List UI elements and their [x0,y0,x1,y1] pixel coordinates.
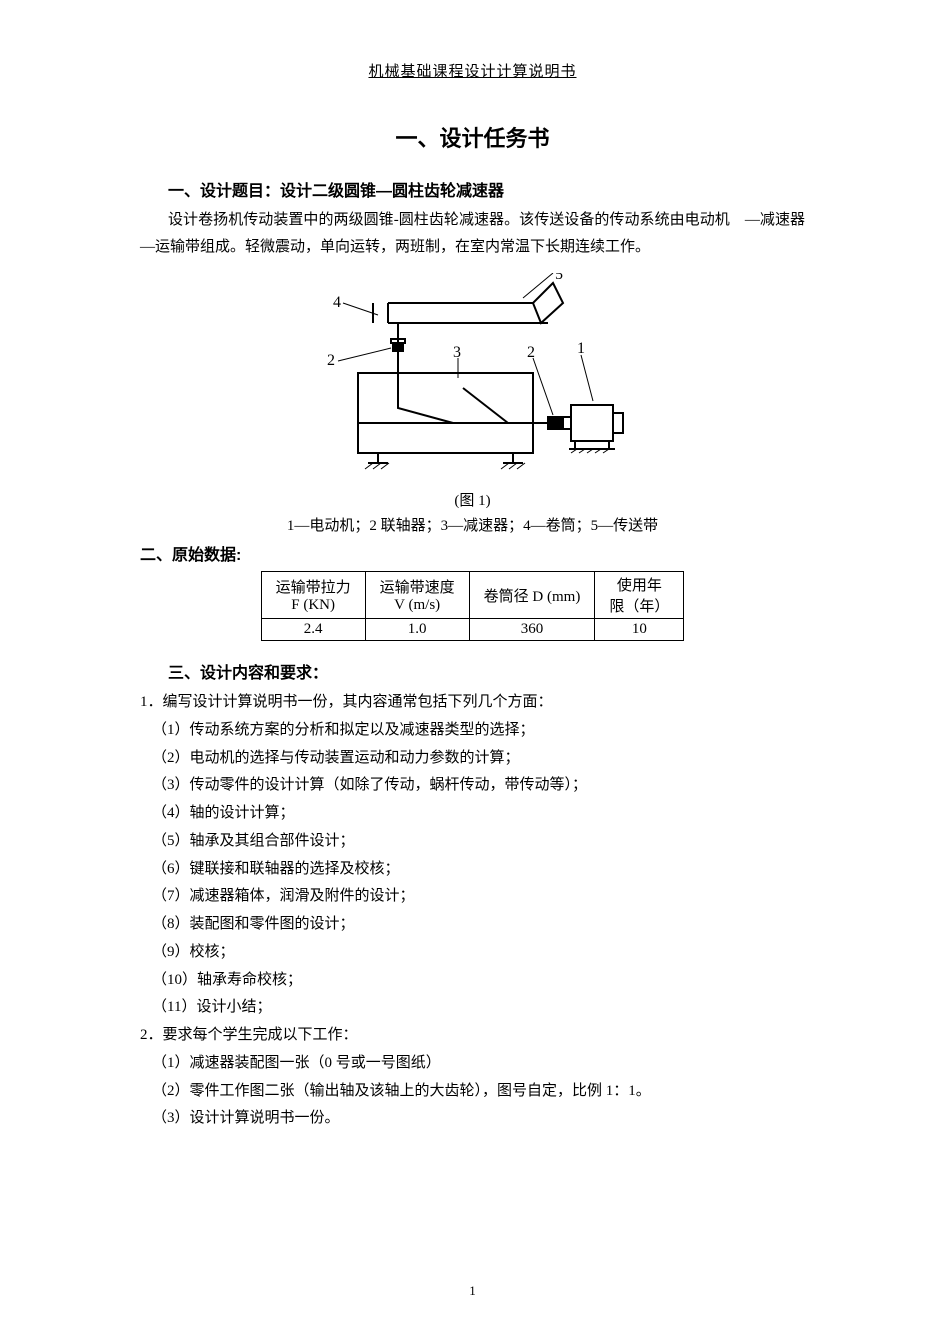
list-item: （3）设计计算说明书一份。 [140,1105,805,1133]
label-1: 1 [577,340,585,357]
list-1-intro: 1．编写设计计算说明书一份，其内容通常包括下列几个方面： [140,689,805,717]
col-header-diameter: 卷筒径 D (mm) [469,572,595,619]
list-item: （9）校核； [140,939,805,967]
figure-1: 5 4 2 3 2 1 [140,273,805,483]
cell-force: 2.4 [261,619,365,641]
list-item: （3）传动零件的设计计算（如除了传动，蜗杆传动，带传动等）； [140,772,805,800]
list-2-intro: 2．要求每个学生完成以下工作： [140,1022,805,1050]
list-item: （8）装配图和零件图的设计； [140,911,805,939]
page-number: 1 [0,1283,945,1299]
list-item: （2）零件工作图二张（输出轴及该轴上的大齿轮），图号自定，比例 1：1。 [140,1078,805,1106]
data-table: 运输带拉力 F (KN) 运输带速度 V (m/s) 卷筒径 D (mm) 使用… [261,571,685,641]
intro-paragraph: 设计卷扬机传动装置中的两级圆锥-圆柱齿轮减速器。该传送设备的传动系统由电动机 —… [140,207,805,261]
cell-diameter: 360 [469,619,595,641]
list-item: （2）电动机的选择与传动装置运动和动力参数的计算； [140,745,805,773]
main-title: 一、设计任务书 [140,121,805,153]
requirements-list: 1．编写设计计算说明书一份，其内容通常包括下列几个方面： （1）传动系统方案的分… [140,689,805,1133]
list-item: （10）轴承寿命校核； [140,967,805,995]
col-header-years: 使用年 限（年） [595,572,684,619]
figure-caption: (图 1) [140,489,805,510]
label-4: 4 [333,294,341,311]
section-2-heading: 二、原始数据: [140,541,805,565]
label-2-right: 2 [527,344,535,361]
section-3-heading: 三、设计内容和要求： [140,659,805,683]
label-3: 3 [453,344,461,361]
table-header-row: 运输带拉力 F (KN) 运输带速度 V (m/s) 卷筒径 D (mm) 使用… [261,572,684,619]
list-item: （1）传动系统方案的分析和拟定以及减速器类型的选择； [140,717,805,745]
col-header-speed: 运输带速度 V (m/s) [365,572,469,619]
list-item: （5）轴承及其组合部件设计； [140,828,805,856]
cell-years: 10 [595,619,684,641]
col-header-force: 运输带拉力 F (KN) [261,572,365,619]
cell-speed: 1.0 [365,619,469,641]
figure-legend: 1—电动机；2 联轴器；3—减速器；4—卷筒；5—传送带 [140,514,805,535]
list-item: （1）减速器装配图一张（0 号或一号图纸） [140,1050,805,1078]
list-item: （7）减速器箱体，润滑及附件的设计； [140,883,805,911]
doc-header-title: 机械基础课程设计计算说明书 [140,60,805,81]
list-item: （6）键联接和联轴器的选择及校核； [140,856,805,884]
table-data-row: 2.4 1.0 360 10 [261,619,684,641]
schematic-diagram: 5 4 2 3 2 1 [303,273,643,483]
label-2-left: 2 [327,352,335,369]
list-item: （11）设计小结； [140,994,805,1022]
list-item: （4）轴的设计计算； [140,800,805,828]
label-5: 5 [555,273,563,283]
design-topic-title: 一、设计题目：设计二级圆锥—圆柱齿轮减速器 [140,177,805,201]
